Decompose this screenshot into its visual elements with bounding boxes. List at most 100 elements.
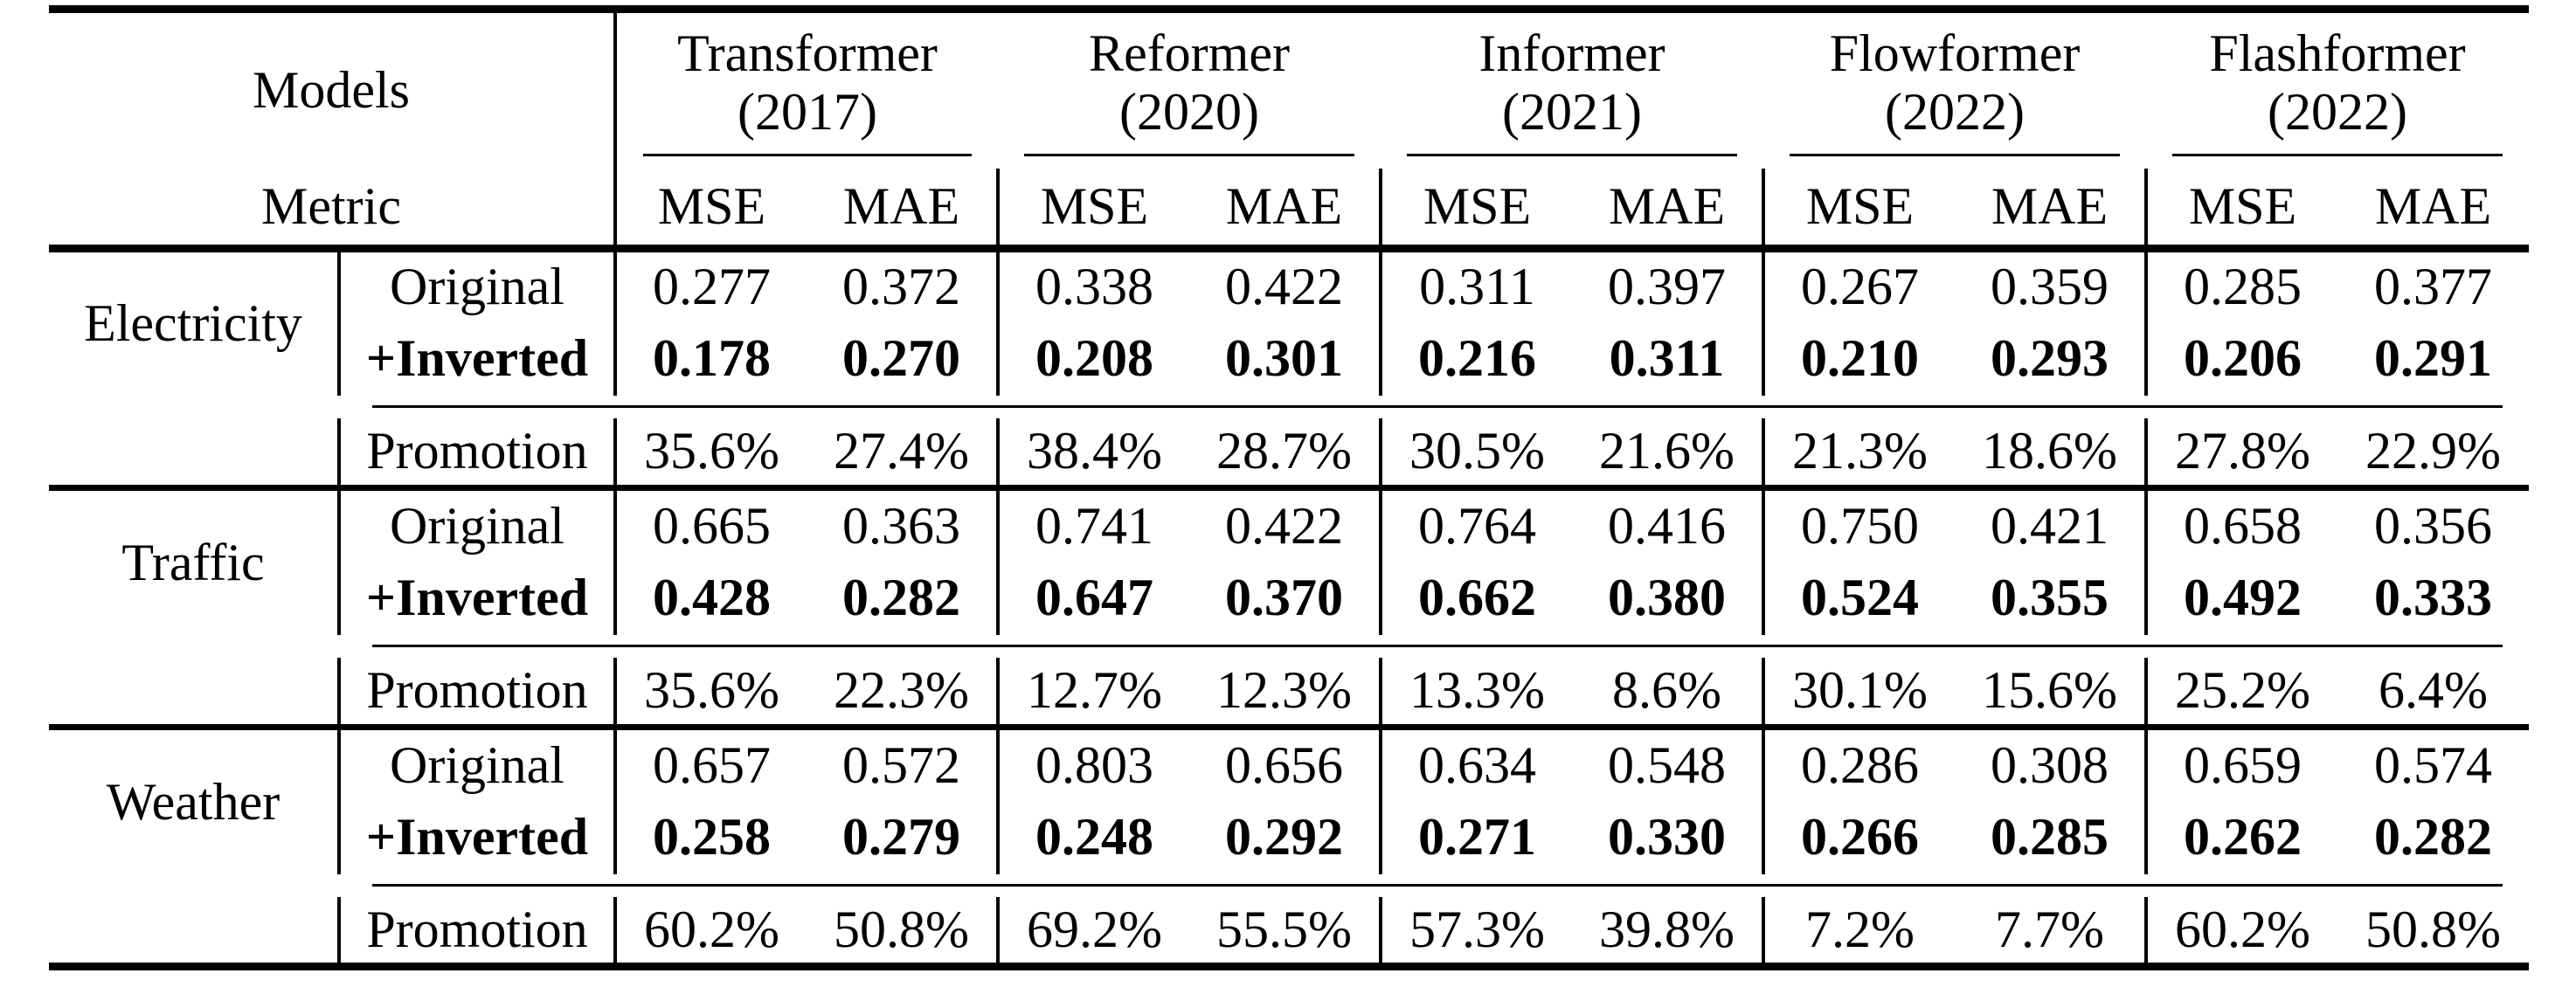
value-cell: 55.5% <box>1189 896 1381 970</box>
value-cell: 50.8% <box>807 896 998 970</box>
value-cell: 0.262 <box>2144 800 2338 874</box>
value-cell: 60.2% <box>613 896 807 970</box>
value-cell: 0.659 <box>2144 727 2338 801</box>
value-cell: 0.665 <box>613 487 807 562</box>
cmidrule <box>643 154 972 157</box>
mse-header: MSE <box>613 168 807 252</box>
mse-header: MSE <box>996 168 1189 252</box>
value-cell: 60.2% <box>2144 896 2338 970</box>
spacer <box>49 896 339 970</box>
value-cell: 0.271 <box>1379 800 1572 874</box>
model-name: Informer <box>1478 24 1665 83</box>
results-table: Models Transformer (2017) Reformer (2020… <box>49 5 2530 970</box>
value-cell: 0.750 <box>1762 487 1956 562</box>
value-cell: 6.4% <box>2337 657 2530 730</box>
value-cell: 0.292 <box>1225 807 1343 866</box>
value-cell: 0.572 <box>842 735 960 794</box>
value-cell: 0.210 <box>1762 321 1956 396</box>
value-cell: 0.178 <box>613 321 807 396</box>
value-cell: 13.3% <box>1379 657 1572 730</box>
model-header-flowformer: Flowformer (2022) <box>1763 5 2147 169</box>
model-year: (2022) <box>2268 83 2407 141</box>
spacer <box>49 635 339 658</box>
value-cell: 0.286 <box>1762 727 1956 801</box>
table-row-original: Weather Original 0.657 0.572 0.803 0.656… <box>49 727 2529 831</box>
value-cell: 15.6% <box>1955 657 2147 730</box>
partial-rule-row <box>49 874 2529 897</box>
table-row-original: Electricity Original 0.277 0.372 0.338 0… <box>49 248 2529 352</box>
value-cell: 0.308 <box>1991 735 2109 794</box>
value-cell: 0.285 <box>1991 807 2109 866</box>
dataset-label-traffic: Traffic <box>121 533 265 591</box>
model-header-transformer: Transformer (2017) <box>613 5 998 169</box>
value-cell: 0.372 <box>842 258 960 316</box>
value-cell: 0.216 <box>1379 321 1572 396</box>
value-cell: 0.422 <box>1225 496 1343 555</box>
header-row-metric: Metric MSE MAE MSE MAE MSE MAE MSE MAE M… <box>49 168 2530 252</box>
variant-label-inverted: +Inverted <box>337 561 615 635</box>
value-cell: 27.4% <box>807 418 998 491</box>
mse-header: MSE <box>2144 168 2338 252</box>
spacer <box>49 396 339 418</box>
variant-label-inverted: +Inverted <box>337 321 615 396</box>
value-cell: 0.658 <box>2144 487 2338 562</box>
table-row-promotion: Promotion 35.6% 22.3% 12.7% 12.3% 13.3% … <box>49 657 2530 730</box>
value-cell: 30.1% <box>1762 657 1956 730</box>
value-cell: 0.803 <box>996 727 1189 801</box>
table-row-inverted: +Inverted 0.258 0.279 0.248 0.292 0.271 … <box>49 800 2529 874</box>
variant-label-promotion: Promotion <box>337 896 615 970</box>
value-cell: 0.656 <box>1225 735 1343 794</box>
value-cell: 50.8% <box>2337 896 2530 970</box>
value-cell: 0.208 <box>996 321 1189 396</box>
variant-label-original: Original <box>337 487 615 562</box>
value-cell: 57.3% <box>1379 896 1572 970</box>
variant-label-inverted: +Inverted <box>337 800 615 874</box>
value-cell: 25.2% <box>2144 657 2338 730</box>
value-cell: 0.370 <box>1225 568 1343 626</box>
value-cell: 0.421 <box>1991 496 2109 555</box>
metric-header: Metric <box>49 168 615 252</box>
dataset-label-weather: Weather <box>106 772 280 831</box>
mse-header: MSE <box>1762 168 1956 252</box>
value-cell: 22.9% <box>2337 418 2530 491</box>
value-cell: 0.338 <box>996 248 1189 322</box>
mae-header: MAE <box>807 168 998 252</box>
model-name: Transformer <box>677 24 938 83</box>
value-cell: 21.3% <box>1762 418 1956 491</box>
value-cell: 0.266 <box>1762 800 1956 874</box>
value-cell: 27.8% <box>2144 418 2338 491</box>
cmidrule <box>1790 154 2121 157</box>
model-header-reformer: Reformer (2020) <box>998 5 1381 169</box>
value-cell: 0.764 <box>1379 487 1572 562</box>
spacer <box>49 874 339 897</box>
value-cell: 0.258 <box>613 800 807 874</box>
value-cell: 0.282 <box>2374 807 2493 866</box>
mae-header: MAE <box>2337 168 2530 252</box>
value-cell: 7.2% <box>1762 896 1956 970</box>
value-cell: 0.741 <box>996 487 1189 562</box>
cmidrule <box>2172 154 2503 157</box>
mae-header: MAE <box>1955 168 2147 252</box>
mse-header: MSE <box>1379 168 1572 252</box>
value-cell: 0.333 <box>2374 568 2493 626</box>
partial-rule-row <box>49 635 2529 658</box>
value-cell: 0.285 <box>2144 248 2338 322</box>
model-header-flashformer: Flashformer (2022) <box>2146 5 2530 169</box>
value-cell: 0.428 <box>613 561 807 635</box>
value-cell: 35.6% <box>613 418 807 491</box>
value-cell: 7.7% <box>1955 896 2147 970</box>
value-cell: 0.277 <box>613 248 807 322</box>
value-cell: 0.267 <box>1762 248 1956 322</box>
value-cell: 8.6% <box>1572 657 1764 730</box>
value-cell: 0.279 <box>842 807 960 866</box>
table-row-inverted: +Inverted 0.178 0.270 0.208 0.301 0.216 … <box>49 321 2529 396</box>
value-cell: 0.330 <box>1608 807 1726 866</box>
value-cell: 0.359 <box>1991 258 2109 316</box>
value-cell: 0.206 <box>2144 321 2338 396</box>
value-cell: 0.634 <box>1379 727 1572 801</box>
model-name: Flashformer <box>2209 24 2466 83</box>
models-header: Models <box>49 5 615 169</box>
value-cell: 0.355 <box>1991 568 2109 626</box>
value-cell: 0.311 <box>1379 248 1572 322</box>
table-row-original: Traffic Original 0.665 0.363 0.741 0.422… <box>49 487 2529 591</box>
